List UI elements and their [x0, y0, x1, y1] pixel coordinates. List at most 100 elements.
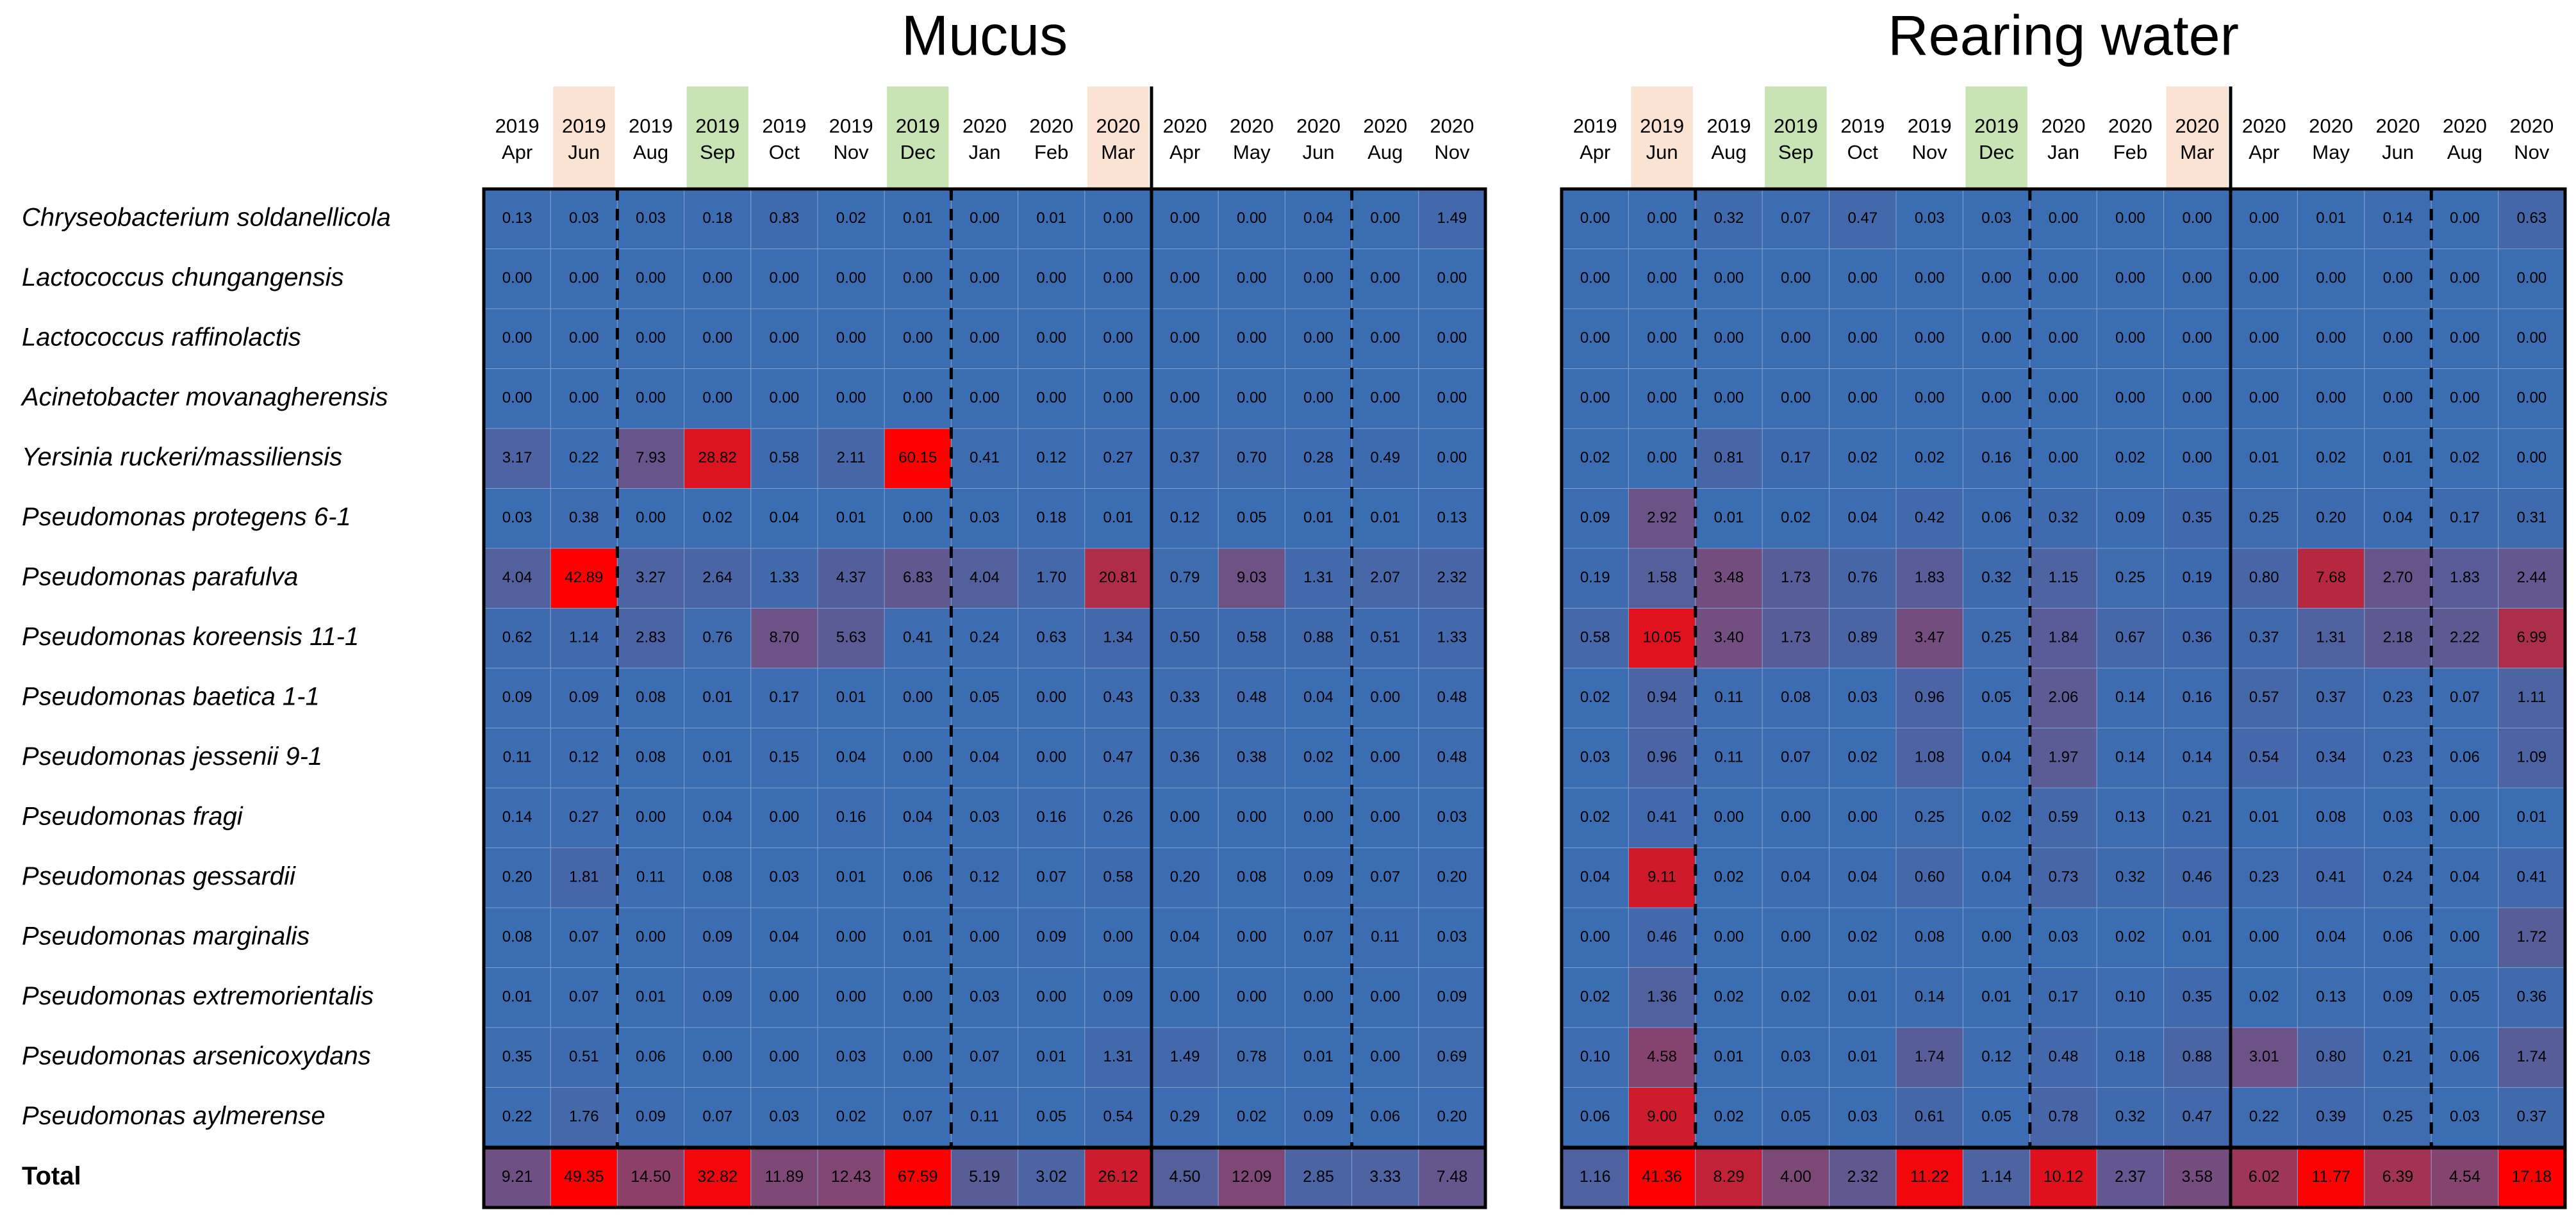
heatmap-cell	[1895, 967, 1963, 1028]
month-name-label: Aug	[2447, 141, 2482, 163]
cell-value-label: 0.02	[1580, 808, 1610, 826]
heatmap-cell	[2498, 368, 2566, 429]
cell-value-label: 0.03	[569, 209, 599, 227]
heatmap-cell	[1418, 787, 1486, 848]
cell-value-label: 0.04	[836, 749, 866, 766]
species-label: Pseudomonas jessenii 9-1	[22, 742, 322, 771]
month-year-label: 2020	[2309, 115, 2353, 137]
heatmap-cell	[483, 428, 551, 489]
total-row-border	[482, 1146, 1487, 1209]
cell-value-label: 0.14	[2383, 209, 2413, 227]
cell-value-label: 0.16	[836, 808, 866, 826]
cell-value-label: 0.02	[1714, 988, 1744, 1006]
cell-value-label: 0.00	[1915, 329, 1945, 347]
cell-value-label: 0.00	[1781, 270, 1811, 287]
cell-value-label: 0.05	[1781, 1108, 1811, 1126]
cell-value-label: 0.00	[1781, 808, 1811, 826]
heatmap-cell	[1695, 1027, 1763, 1088]
heatmap-cell	[1018, 428, 1086, 489]
heatmap-cell	[1218, 1027, 1285, 1088]
month-year-label: 2019	[495, 115, 540, 137]
cell-value-label: 0.11	[1715, 689, 1744, 706]
heatmap-cell	[2431, 308, 2499, 369]
cell-value-label: 0.36	[2516, 988, 2547, 1006]
cell-value-label: 0.73	[2049, 869, 2079, 886]
heatmap-cell	[483, 548, 551, 609]
cell-value-label: 0.06	[2383, 928, 2413, 946]
cell-value-label: 9.00	[1647, 1108, 1677, 1126]
heatmap-cell	[2297, 1087, 2365, 1148]
cell-value-label: 0.01	[702, 749, 732, 766]
cell-value-label: 0.00	[702, 329, 732, 347]
cell-value-label: 0.00	[2182, 270, 2212, 287]
cell-value-label: 5.63	[836, 629, 866, 646]
month-name-label: Nov	[1912, 141, 1948, 163]
cell-value-label: 0.02	[1981, 808, 2011, 826]
month-year-label: 2019	[1974, 115, 2019, 137]
heatmap-cell	[2096, 907, 2165, 968]
cell-value-label: 0.00	[2450, 270, 2480, 287]
heatmap-cell	[1151, 967, 1219, 1028]
total-value-label: 4.50	[1169, 1168, 1201, 1186]
total-cell	[1218, 1147, 1285, 1208]
cell-value-label: 1.14	[569, 629, 599, 646]
cell-value-label: 0.31	[2516, 509, 2547, 527]
cell-value-label: 0.05	[1036, 1108, 1066, 1126]
total-value-label: 4.54	[2449, 1168, 2481, 1186]
heatmap-cell	[750, 1087, 818, 1148]
cell-value-label: 0.76	[1847, 569, 1878, 586]
cell-value-label: 0.09	[1303, 869, 1333, 886]
cell-value-label: 0.00	[1580, 329, 1610, 347]
cell-value-label: 0.04	[1580, 869, 1610, 886]
cell-value-label: 0.00	[2383, 389, 2413, 407]
heatmap-cell	[1962, 368, 2031, 429]
heatmap-cell	[1284, 907, 1353, 968]
heatmap-cell	[817, 667, 885, 728]
cell-value-label: 0.20	[502, 869, 533, 886]
cell-value-label: 0.00	[1370, 329, 1400, 347]
cell-value-label: 0.48	[1237, 689, 1267, 706]
heatmap-cell	[616, 847, 685, 908]
heatmap-cell	[483, 368, 551, 429]
cell-value-label: 0.00	[1981, 928, 2011, 946]
cell-value-label: 0.00	[502, 270, 533, 287]
cell-value-label: 0.00	[2516, 270, 2547, 287]
heatmap-cell	[2163, 787, 2231, 848]
heatmap-cell	[750, 368, 818, 429]
heatmap-cell	[884, 308, 952, 369]
cell-value-label: 0.03	[636, 209, 666, 227]
cell-value-label: 0.00	[1580, 928, 1610, 946]
heatmap-cell	[2096, 608, 2165, 669]
heatmap-cell	[1084, 488, 1152, 549]
heatmap-cell	[483, 188, 551, 249]
cell-value-label: 1.70	[1036, 569, 1066, 586]
cell-value-label: 0.00	[1437, 449, 1467, 466]
cell-value-label: 0.10	[2115, 988, 2145, 1006]
heatmap-cell	[1895, 249, 1963, 309]
total-value-label: 9.21	[502, 1168, 533, 1186]
cell-value-label: 0.05	[970, 689, 1000, 706]
total-cell	[1018, 1147, 1086, 1208]
cell-value-label: 0.58	[770, 449, 800, 466]
cell-value-label: 0.00	[2049, 329, 2079, 347]
cell-value-label: 0.24	[2383, 869, 2413, 886]
total-value-label: 3.33	[1369, 1168, 1401, 1186]
heatmap-cell	[1962, 188, 2031, 249]
cell-value-label: 0.41	[1647, 808, 1677, 826]
heatmap-cell	[2364, 967, 2432, 1028]
cell-value-label: 20.81	[1099, 569, 1137, 586]
cell-value-label: 0.14	[2182, 749, 2212, 766]
cell-value-label: 0.00	[970, 209, 1000, 227]
heatmap-cell	[1284, 1027, 1353, 1088]
cell-value-label: 0.12	[569, 749, 599, 766]
month-name-label: Aug	[1367, 141, 1403, 163]
heatmap-cell	[550, 787, 618, 848]
cell-value-label: 0.06	[2450, 749, 2480, 766]
heatmap-cell	[684, 428, 752, 489]
cell-value-label: 0.00	[2249, 270, 2279, 287]
cell-value-label: 0.50	[1170, 629, 1200, 646]
heatmap-cell	[1695, 728, 1763, 789]
cell-value-label: 3.27	[636, 569, 666, 586]
cell-value-label: 0.02	[1781, 988, 1811, 1006]
heatmap-cell	[2297, 728, 2365, 789]
